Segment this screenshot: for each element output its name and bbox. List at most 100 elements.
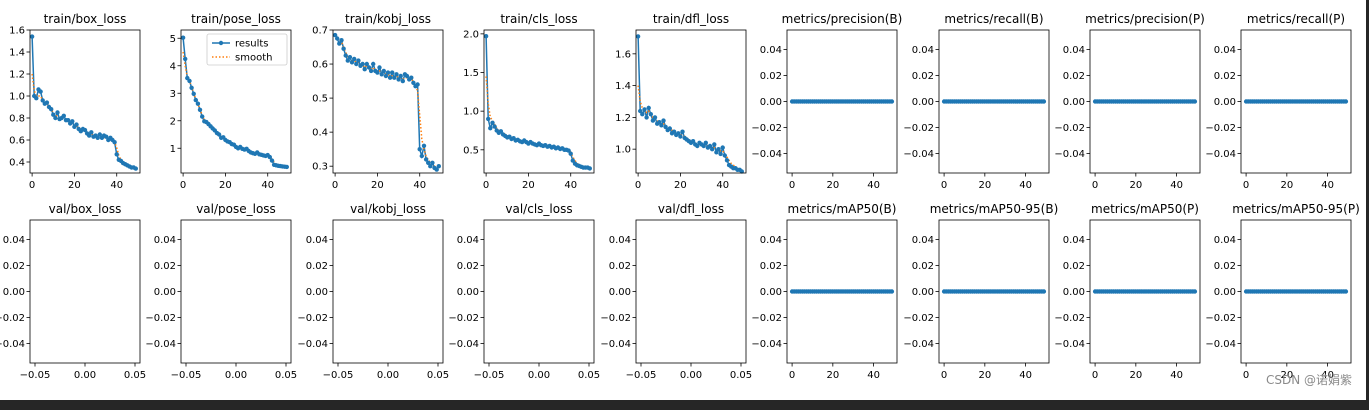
axes-frame [635,219,747,364]
subplot-title: metrics/precision(P) [1085,12,1205,26]
y-tick-label: 0.04 [306,235,328,246]
data-point [739,169,744,174]
y-tick-label: 3 [170,89,176,100]
x-tick-label: 20 [1280,370,1293,381]
data-point [663,124,668,130]
y-tick-label: 0.4 [9,158,25,169]
y-tick-label: −0.04 [751,149,782,160]
data-point [267,154,272,160]
x-tick-label: 0 [1092,180,1098,191]
subplot-title: metrics/recall(P) [1247,12,1345,26]
data-point [49,107,54,112]
data-point [347,55,353,60]
data-point [644,115,649,120]
y-tick-label: 4 [170,61,176,72]
data-point [354,61,359,67]
data-point [570,158,575,163]
subplot-metrics-recall-p-: metrics/recall(P) 0 20 40 −0.04 −0.02 0.00 0.02… [1205,12,1352,191]
y-tick-label: −0.04 [751,339,782,350]
y-tick-label: 0.02 [912,261,934,272]
x-tick-label: 0.00 [74,370,96,381]
data-point [53,115,58,121]
subplot-metrics-map50-p-: metrics/mAP50(P) 0 20 40 −0.04 −0.02 0.00 0.02 0… [1054,202,1201,381]
y-tick-label: 0.00 [306,287,328,298]
data-point [701,143,706,149]
data-point [714,150,719,155]
legend-label: results [235,39,269,50]
data-point [667,126,672,131]
data-point [345,58,350,63]
data-point [426,160,431,165]
y-tick-label: −0.02 [145,313,176,324]
x-tick-label: 40 [564,180,577,191]
data-point [889,99,895,104]
data-point [44,100,50,105]
x-tick-label: 0.00 [680,370,702,381]
y-tick-label: −0.02 [751,313,782,324]
x-tick-label: 40 [1019,370,1032,381]
y-tick-label: 0.4 [312,128,328,139]
subplot-val-pose-loss: val/pose_loss −0.05 0.00 0.05 −0.04 −0.02 0.00… [145,202,297,381]
y-tick-label: −0.02 [1054,313,1085,324]
subplot-title: metrics/mAP50-95(B) [930,202,1059,216]
data-point [396,77,401,82]
data-point [352,56,357,62]
y-tick-label: 0.5 [463,145,479,156]
data-point [695,143,700,149]
y-tick-label: 0.00 [912,287,934,298]
x-tick-label: 40 [261,180,274,191]
data-point [38,89,43,94]
y-tick-label: 0.02 [1063,71,1085,82]
subplot-metrics-precision-b-: metrics/precision(B) 0 20 40 −0.04 −0.02 0.00 0… [751,12,902,191]
x-tick-label: 0 [941,180,947,191]
data-point [1041,99,1047,104]
data-point [703,140,708,145]
y-tick-label: 1.0 [615,145,631,156]
x-tick-label: 0 [180,180,186,191]
data-point [112,140,117,145]
x-tick-label: 0 [941,370,947,381]
data-point [191,91,196,97]
data-point [95,135,100,140]
y-tick-label: 0.00 [1063,97,1085,108]
data-point [409,75,414,80]
data-point [51,112,56,117]
data-point [341,46,346,51]
y-tick-label: 0.04 [912,45,934,56]
x-tick-label: 40 [1321,370,1334,381]
y-tick-label: 0.00 [760,287,782,298]
x-tick-label: 0 [1243,370,1249,381]
data-point [710,147,715,152]
y-tick-label: 1.6 [615,49,631,60]
data-point [392,75,397,80]
subplot-train-kobj-loss: train/kobj_loss 0 20 40 0.3 0.4 0.5 0.6 0.7 [312,12,444,191]
data-point [349,60,355,65]
data-point [724,158,730,163]
data-point [29,34,35,39]
y-tick-label: −0.02 [903,123,934,134]
y-tick-label: −0.04 [145,339,176,350]
x-tick-label: 40 [867,180,880,191]
subplot-metrics-precision-p-: metrics/precision(P) 0 20 40 −0.04 −0.02 0.00 0… [1054,12,1204,191]
subplot-title: train/kobj_loss [345,12,431,26]
y-tick-label: −0.04 [1205,149,1236,160]
subplot-train-dfl-loss: train/dfl_loss 0 20 40 1.0 1.2 1.4 1.6 [615,12,747,191]
data-point [423,157,429,162]
y-tick-label: 1.6 [9,26,25,37]
data-point [200,114,205,119]
y-tick-label: 5 [170,34,176,45]
x-tick-label: 0 [789,180,795,191]
data-point [366,65,372,70]
x-tick-label: 20 [1129,180,1142,191]
subplot-val-kobj-loss: val/kobj_loss −0.05 0.00 0.05 −0.04 −0.02 0.00… [297,202,449,381]
x-tick-label: 0 [332,180,338,191]
x-tick-label: 20 [826,180,839,191]
x-tick-label: 0.05 [275,370,297,381]
y-tick-label: 0.00 [457,287,479,298]
subplot-title: metrics/mAP50(P) [1091,202,1199,216]
data-point [680,129,685,134]
y-tick-label: 0.00 [912,97,934,108]
subplot-train-pose-loss: train/pose_loss 0 20 40 1 2 3 4 5 results smooth [170,12,292,191]
data-point [133,166,138,171]
